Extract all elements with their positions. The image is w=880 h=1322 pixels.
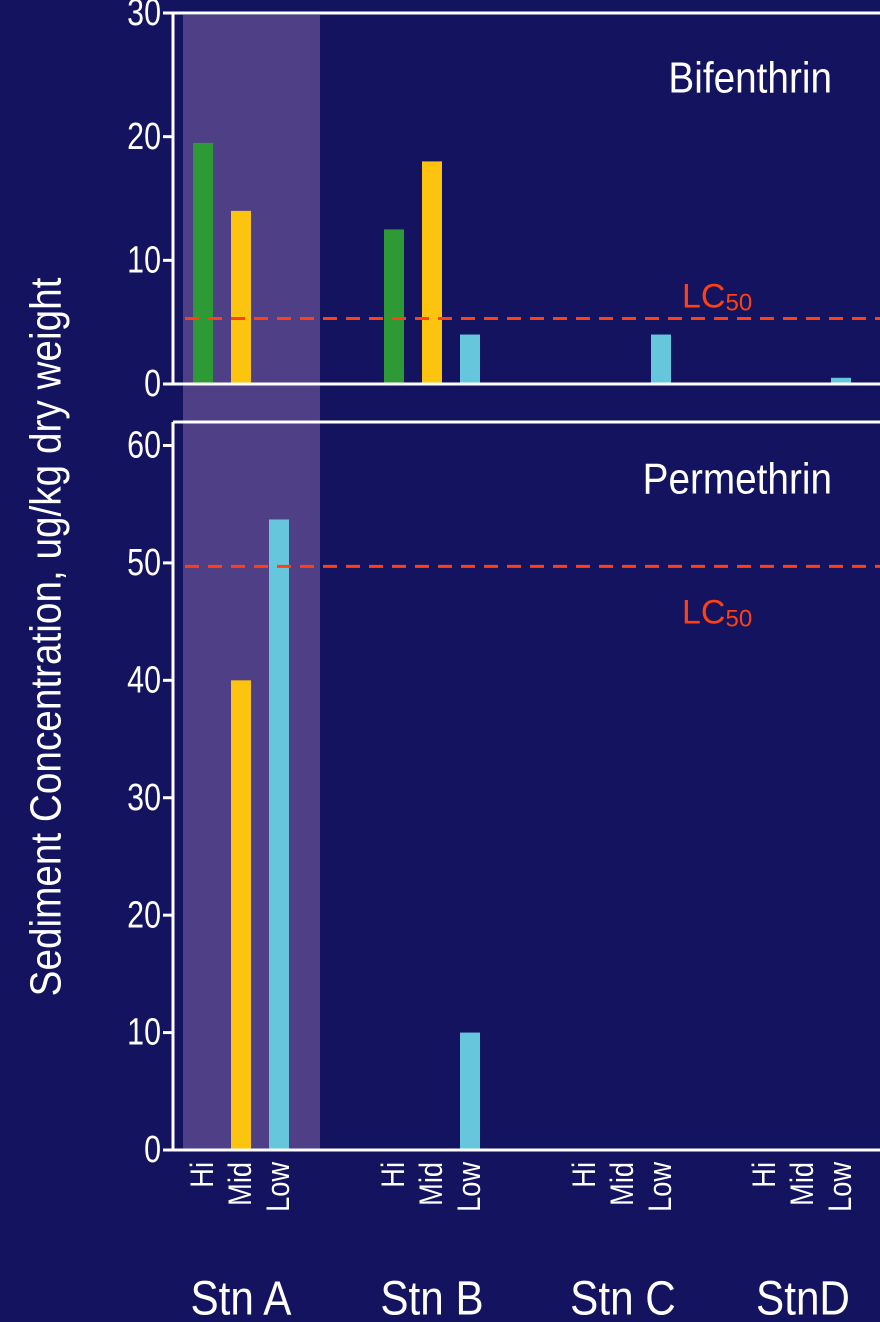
bifenthrin-bar-stnc-low xyxy=(651,334,671,384)
permethrin-ytick-label: 20 xyxy=(127,894,161,936)
x-level-label-stnd-mid: Mid xyxy=(785,1162,821,1206)
permethrin-lc50-label: LC50 xyxy=(682,593,752,632)
bifenthrin-ytick-label: 20 xyxy=(127,116,161,158)
x-station-label-stnc: Stn C xyxy=(570,1271,676,1322)
bifenthrin-bar-stnb-low xyxy=(460,334,480,384)
x-level-label-stnd-low: Low xyxy=(823,1161,859,1211)
permethrin-ytick-label: 40 xyxy=(127,659,161,701)
bifenthrin-bar-stnd-low xyxy=(831,377,851,384)
reference-layer xyxy=(185,316,880,568)
text-layer: 0 10 20 30 Bifenthrin LC50 0 10 20 30 40 50 60 Permet… xyxy=(20,0,859,1322)
x-level-label-stnb-low: Low xyxy=(452,1161,488,1211)
bifenthrin-ytick-label: 30 xyxy=(127,0,161,34)
x-level-label-stnc-mid: Mid xyxy=(605,1162,641,1206)
x-level-label-stnd-hi: Hi xyxy=(747,1162,783,1188)
bifenthrin-bar-stnb-mid xyxy=(422,161,442,384)
x-station-label-stnb: Stn B xyxy=(380,1271,483,1322)
x-level-label-stna-hi: Hi xyxy=(185,1162,221,1188)
axes-layer xyxy=(163,11,880,1152)
bifenthrin-bar-stna-mid xyxy=(231,210,251,384)
bifenthrin-bar-stna-hi xyxy=(193,142,213,384)
bifenthrin-lc50-label: LC50 xyxy=(682,277,752,316)
bifenthrin-ytick-label: 0 xyxy=(144,363,161,405)
permethrin-ytick-label: 50 xyxy=(127,542,161,584)
x-level-label-stnc-low: Low xyxy=(643,1161,679,1211)
x-level-label-stnb-mid: Mid xyxy=(414,1162,450,1206)
permethrin-ytick-label: 0 xyxy=(144,1129,161,1171)
bifenthrin-panel-title: Bifenthrin xyxy=(668,52,832,102)
bifenthrin-ytick-label: 10 xyxy=(127,239,161,281)
x-level-label-stna-low: Low xyxy=(261,1161,297,1211)
permethrin-bar-stna-low xyxy=(269,519,289,1150)
permethrin-bar-stnb-low xyxy=(460,1032,480,1150)
bars-layer xyxy=(193,142,851,1150)
permethrin-ytick-label: 60 xyxy=(127,425,161,467)
y-axis-label: Sediment Concentration, ug/kg dry weight xyxy=(20,277,70,996)
x-level-label-stna-mid: Mid xyxy=(223,1162,259,1206)
bifenthrin-bar-stnb-hi xyxy=(384,229,404,384)
permethrin-panel-title: Permethrin xyxy=(643,453,832,503)
x-station-label-stna: Stn A xyxy=(191,1271,293,1322)
permethrin-ytick-label: 10 xyxy=(127,1012,161,1054)
x-level-label-stnb-hi: Hi xyxy=(376,1162,412,1188)
permethrin-ytick-label: 30 xyxy=(127,777,161,819)
x-level-label-stnc-hi: Hi xyxy=(567,1162,603,1188)
permethrin-bar-stna-mid xyxy=(231,680,251,1150)
x-station-label-stnd: StnD xyxy=(756,1271,850,1322)
